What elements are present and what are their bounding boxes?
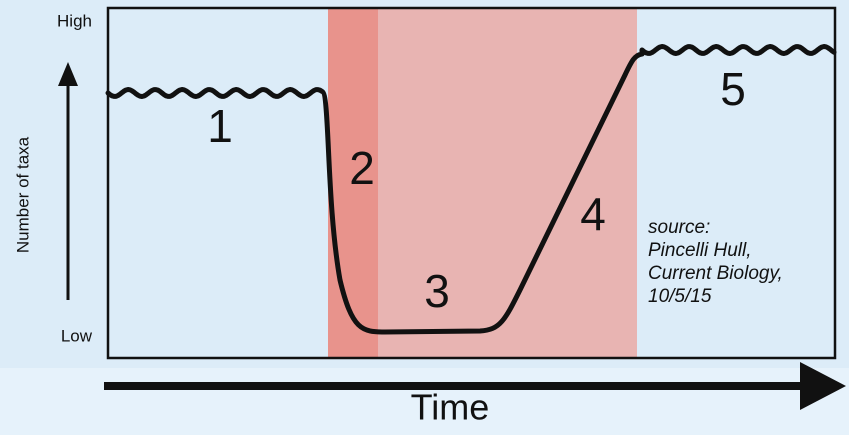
band-dark — [328, 8, 378, 358]
band-light — [378, 8, 637, 358]
stage-label: 5 — [720, 63, 746, 115]
stage-label: 2 — [349, 142, 375, 194]
source-line: 10/5/15 — [648, 286, 712, 307]
x-arrow-head — [800, 362, 846, 410]
y-high: High — [57, 11, 92, 30]
x-axis-label: Time — [411, 387, 490, 428]
source-line: Current Biology, — [648, 263, 783, 284]
y-axis-label: Number of taxa — [13, 136, 32, 253]
plot-frame — [106, 6, 837, 360]
source-line: source: — [648, 217, 710, 238]
stage-label: 4 — [580, 188, 606, 240]
background-lower — [0, 368, 849, 435]
y-arrow-head — [58, 62, 78, 86]
stage-label: 3 — [424, 265, 450, 317]
diversity-curve — [105, 44, 837, 335]
source-line: Pincelli Hull, — [648, 240, 751, 261]
y-low: Low — [61, 326, 93, 345]
stage-label: 1 — [207, 100, 233, 152]
